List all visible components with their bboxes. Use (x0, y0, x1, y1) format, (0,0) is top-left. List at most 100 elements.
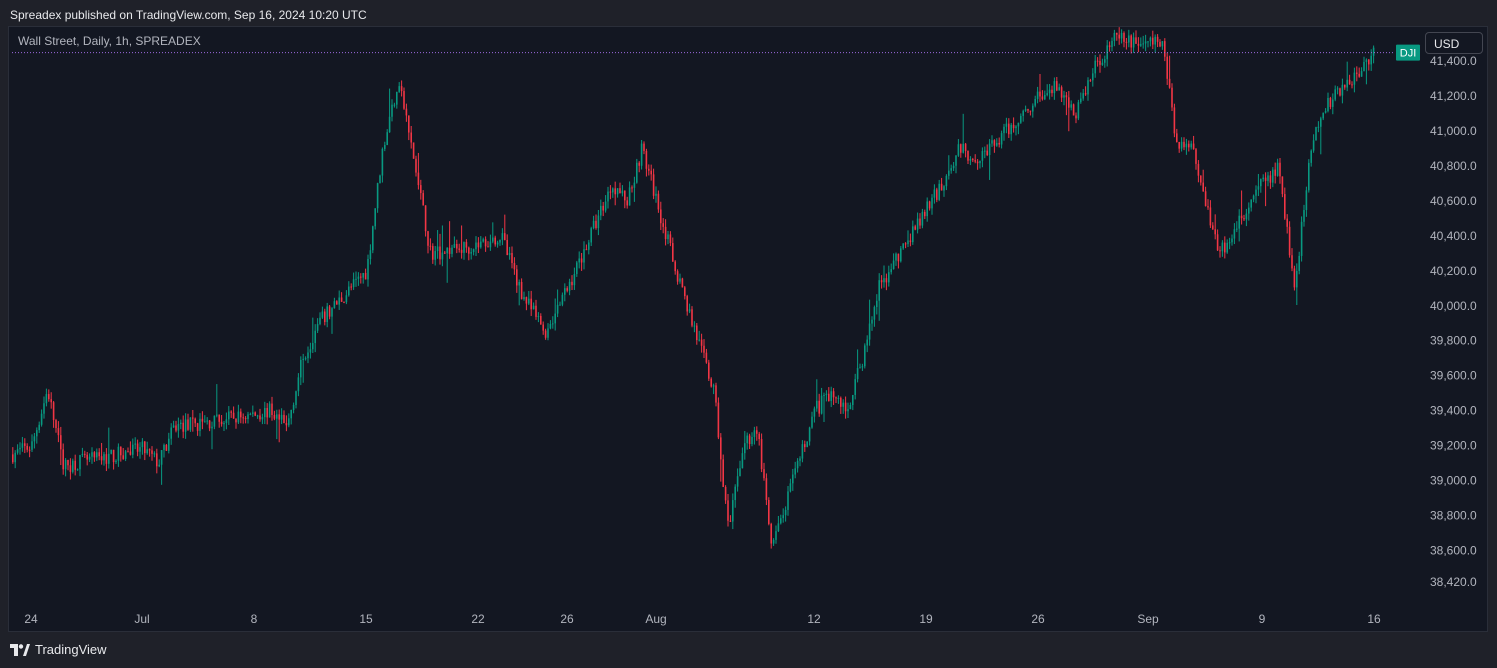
candle-body (1365, 59, 1368, 62)
candle-body (374, 208, 376, 227)
candle-body (1300, 221, 1303, 256)
candle-body (583, 249, 585, 263)
candle-body (218, 414, 220, 422)
candle-body (199, 418, 201, 431)
candle-body (1341, 84, 1344, 96)
candle-body (1149, 37, 1152, 42)
candle-body (832, 391, 835, 398)
candle-body (823, 394, 825, 396)
candle-body (852, 394, 854, 406)
candle-body (182, 422, 184, 432)
candle-body (871, 319, 873, 324)
candle-body (408, 115, 410, 133)
candle-body (720, 437, 722, 460)
candle-body (333, 301, 336, 309)
candle-body (924, 211, 926, 217)
candle-body (1034, 98, 1036, 106)
candle-body (189, 417, 192, 430)
candle-body (1084, 93, 1087, 95)
candle-body (348, 286, 350, 296)
candle-body (148, 449, 151, 451)
price-badge-label: DJI (1400, 48, 1417, 60)
candle-body (626, 200, 628, 206)
candle-body (446, 247, 448, 254)
candle-body (909, 240, 912, 243)
candle-body (1041, 96, 1044, 100)
candle-body (619, 188, 621, 194)
candle-body (472, 249, 475, 253)
candle-body (972, 158, 974, 161)
candle-body (285, 423, 288, 426)
candle-body (854, 379, 856, 395)
symbol-legend[interactable]: Wall Street, Daily, 1h, SPREADEX (18, 34, 201, 48)
candle-body (892, 260, 895, 270)
candle-body (722, 459, 724, 487)
candle-body (926, 201, 928, 217)
candle-body (900, 248, 902, 262)
candle-body (93, 452, 96, 458)
candle-body (1358, 73, 1360, 77)
candle-body (1346, 79, 1348, 88)
candle-body (1303, 210, 1305, 222)
candle-body (715, 385, 717, 403)
candle-body (993, 140, 996, 146)
candle-body (1279, 162, 1281, 177)
candle-body (268, 403, 271, 418)
candle-body (789, 483, 792, 492)
chart-pane[interactable] (8, 26, 1488, 632)
candle-body (580, 258, 583, 263)
candle-body (806, 441, 808, 448)
currency-selector[interactable]: USD (1425, 32, 1483, 54)
candle-body (991, 140, 993, 144)
candle-body (753, 430, 756, 437)
candle-body (364, 272, 367, 280)
tradingview-logo[interactable]: TradingView (10, 642, 107, 657)
candle-body (657, 193, 660, 210)
candle-body (151, 450, 153, 454)
candle-body (864, 345, 866, 367)
candle-body (172, 425, 175, 428)
candle-body (768, 499, 770, 524)
candle-body (916, 218, 919, 230)
candle-body (206, 420, 208, 422)
candle-body (292, 404, 295, 410)
candle-body (1120, 32, 1123, 39)
candle-body (1348, 79, 1351, 85)
candle-body (921, 211, 924, 226)
candle-body (487, 246, 489, 248)
candle-body (434, 251, 436, 260)
candle-body (1353, 72, 1356, 85)
candle-body (211, 426, 213, 429)
candle-body (520, 281, 523, 300)
candle-body (132, 444, 134, 455)
candle-body (948, 170, 950, 176)
candle-body (1264, 177, 1267, 181)
candle-body (861, 366, 864, 368)
candle-body (67, 459, 69, 466)
candle-body (194, 418, 196, 424)
time-axis-label: 12 (807, 612, 821, 626)
candle-body (1118, 34, 1120, 39)
candle-body (609, 191, 612, 193)
candle-body (429, 245, 432, 247)
candle-body (739, 468, 741, 477)
candle-body (883, 278, 885, 283)
candle-body (943, 186, 945, 191)
time-axis-label: Sep (1137, 612, 1159, 626)
candle-body (494, 237, 496, 245)
candle-body (463, 242, 465, 253)
candle-body (1224, 242, 1226, 253)
candle-body (890, 269, 892, 273)
candle-body (336, 301, 338, 305)
candle-body (163, 444, 165, 451)
candle-body (170, 427, 172, 439)
candle-body (588, 242, 590, 250)
candle-body (1260, 179, 1262, 187)
candle-body (1332, 99, 1334, 107)
candle-body (1005, 123, 1008, 127)
candle-body (1216, 234, 1219, 251)
candle-body (559, 304, 561, 306)
candle-body (528, 298, 530, 304)
candle-body (801, 444, 804, 459)
